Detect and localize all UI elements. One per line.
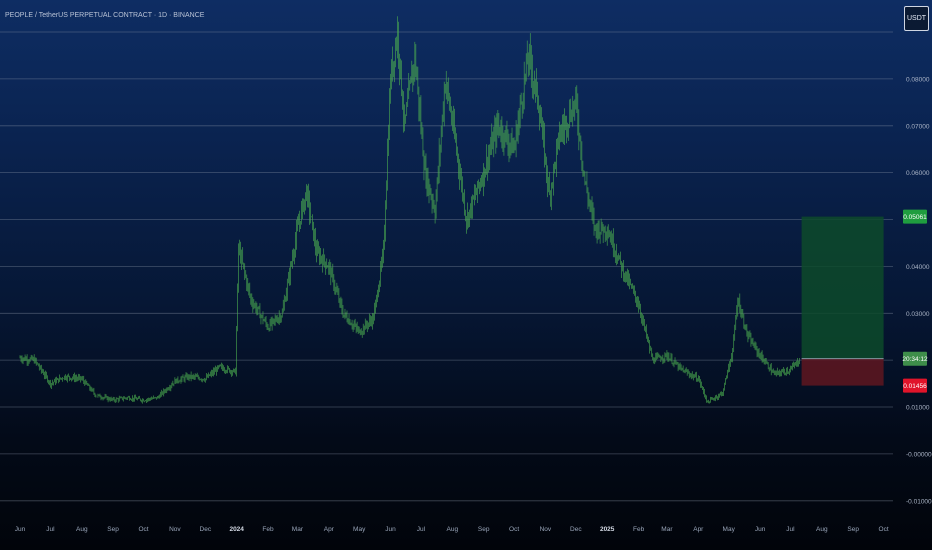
y-tick-label: 0.03000 bbox=[906, 311, 930, 318]
y-tick-label: 0.01000 bbox=[906, 405, 930, 412]
x-tick-label: Jun bbox=[755, 526, 766, 533]
x-tick-label: Feb bbox=[262, 526, 274, 533]
y-axis: 0.08000 0.07000 0.06000 0.04000 0.03000 0.010… bbox=[906, 76, 932, 505]
x-tick-label: Apr bbox=[324, 526, 335, 533]
x-axis: Jun Jul Aug Sep Oct Nov Dec 2024 Feb Mar Apr May Jun… bbox=[15, 526, 889, 533]
x-tick-label: Aug bbox=[76, 526, 88, 533]
x-tick-label: Apr bbox=[693, 526, 704, 533]
stop-price-tag: 0.01456 bbox=[903, 383, 927, 390]
price-tags: 0.05061 20:34:12 0.01456 bbox=[902, 209, 928, 393]
x-tick-label: Jun bbox=[15, 526, 26, 533]
x-tick-label: Feb bbox=[633, 526, 645, 533]
x-tick-label: Jul bbox=[786, 526, 795, 533]
x-tick-label: Aug bbox=[816, 526, 828, 533]
chart-title: PEOPLE / TetherUS PERPETUAL CONTRACT · 1… bbox=[5, 12, 205, 19]
y-tick-label: -0.00000 bbox=[906, 451, 932, 458]
x-tick-label: 2024 bbox=[229, 526, 244, 533]
x-tick-label: Dec bbox=[200, 526, 212, 533]
y-tick-label: 0.04000 bbox=[906, 264, 930, 271]
x-tick-label: Mar bbox=[661, 526, 673, 533]
target-zone bbox=[801, 216, 884, 359]
x-tick-label: May bbox=[353, 526, 366, 533]
target-price-tag-bg bbox=[903, 209, 927, 224]
y-tick-label: 0.08000 bbox=[906, 76, 930, 83]
x-tick-label: Sep bbox=[478, 526, 490, 533]
position-zones bbox=[801, 216, 884, 386]
y-tick-label: 0.07000 bbox=[906, 123, 930, 130]
x-tick-label: Sep bbox=[847, 526, 859, 533]
x-tick-label: Oct bbox=[879, 526, 889, 533]
candlestick-series bbox=[19, 16, 800, 404]
x-tick-label: Jul bbox=[417, 526, 426, 533]
stop-price-tag-bg bbox=[903, 378, 927, 393]
grid-lines bbox=[0, 31, 893, 502]
x-tick-label: Sep bbox=[107, 526, 119, 533]
target-price-tag: 0.05061 bbox=[903, 214, 927, 221]
countdown-tag-bg bbox=[903, 351, 927, 366]
x-tick-label: Oct bbox=[509, 526, 519, 533]
x-tick-label: Nov bbox=[169, 526, 181, 533]
x-tick-label: Oct bbox=[138, 526, 148, 533]
x-tick-label: 2025 bbox=[600, 526, 615, 533]
y-tick-label: 0.06000 bbox=[906, 170, 930, 177]
x-tick-label: Dec bbox=[570, 526, 582, 533]
x-tick-label: Jul bbox=[46, 526, 55, 533]
countdown-tag: 20:34:12 bbox=[902, 356, 928, 363]
x-tick-label: Nov bbox=[540, 526, 552, 533]
y-tick-label: -0.01000 bbox=[906, 498, 932, 505]
x-tick-label: Aug bbox=[447, 526, 459, 533]
x-tick-label: Mar bbox=[292, 526, 304, 533]
currency-button[interactable]: USDT bbox=[904, 6, 929, 31]
x-tick-label: Jun bbox=[385, 526, 396, 533]
x-tick-label: May bbox=[723, 526, 736, 533]
stop-zone bbox=[801, 358, 884, 386]
